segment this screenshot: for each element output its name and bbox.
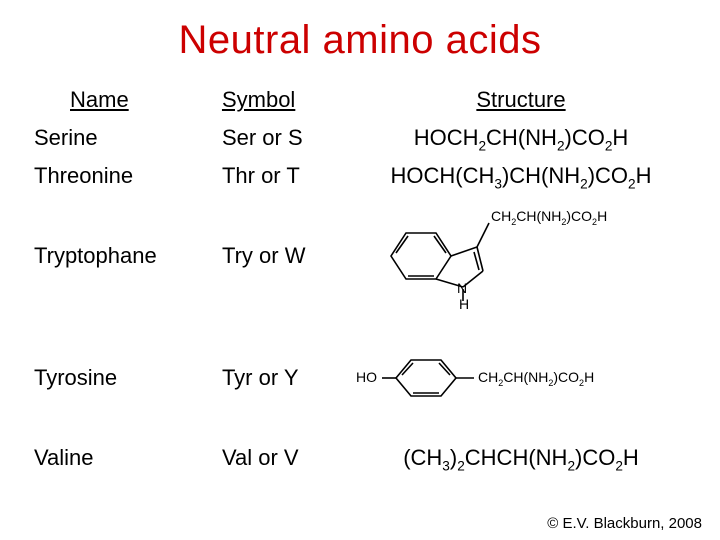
formula-text: HOCH [414,125,479,150]
cell-structure: N H CH2CH(NH2)CO2H [352,195,690,317]
formula-sub: 2 [628,176,636,191]
formula-text: CHCH(NH [465,445,568,470]
formula-text: H [612,125,628,150]
header-structure: Structure [352,81,690,119]
formula-text: )CO [588,163,628,188]
cell-symbol: Val or V [218,439,352,477]
header-symbol: Symbol [218,81,352,119]
slide: Neutral amino acids Name Symbol Structur… [0,0,720,540]
copyright-text: © E.V. Blackburn, 2008 [547,515,702,532]
structure-formula: CH2CH(NH2)CO2H [478,369,594,388]
formula-text: CH(NH [486,125,557,150]
cell-structure: HO CH2CH(NH2)CO2H [352,317,690,439]
formula-sub: 2 [557,138,565,153]
cell-symbol: Try or W [218,195,352,317]
formula-text: )CH(NH [502,163,580,188]
formula-text: H [636,163,652,188]
cell-symbol: Ser or S [218,119,352,157]
formula-sub: 3 [442,458,450,473]
table-row: Tyrosine Tyr or Y HO CH2CH(NH2)CO2H [30,317,690,439]
cell-structure: HOCH2CH(NH2)CO2H [352,119,690,157]
atom-label: N [457,280,467,296]
formula-sub: 2 [567,458,575,473]
atom-label: H [459,296,469,311]
cell-name: Threonine [30,157,218,195]
tyrosine-structure-icon: HO CH2CH(NH2)CO2H [356,348,686,408]
atom-label: HO [356,369,377,385]
structure-formula: CH2CH(NH2)CO2H [491,208,607,227]
formula-sub: 2 [580,176,588,191]
formula-text: HOCH(CH [390,163,494,188]
page-title: Neutral amino acids [30,18,690,63]
cell-symbol: Thr or T [218,157,352,195]
formula-sub: 2 [478,138,486,153]
table-header-row: Name Symbol Structure [30,81,690,119]
table-row: Threonine Thr or T HOCH(CH3)CH(NH2)CO2H [30,157,690,195]
formula-text: )CO [575,445,615,470]
cell-structure: HOCH(CH3)CH(NH2)CO2H [352,157,690,195]
cell-name: Tyrosine [30,317,218,439]
header-name: Name [30,81,218,119]
cell-symbol: Tyr or Y [218,317,352,439]
table-row: Serine Ser or S HOCH2CH(NH2)CO2H [30,119,690,157]
amino-acid-table: Name Symbol Structure Serine Ser or S HO… [30,81,690,477]
formula-sub: 2 [615,458,623,473]
formula-sub: 2 [457,458,465,473]
cell-name: Valine [30,439,218,477]
tryptophan-structure-icon: N H CH2CH(NH2)CO2H [371,201,671,311]
cell-structure: (CH3)2CHCH(NH2)CO2H [352,439,690,477]
formula-sub: 3 [494,176,502,191]
table-row: Valine Val or V (CH3)2CHCH(NH2)CO2H [30,439,690,477]
formula-text: H [623,445,639,470]
formula-text: )CO [565,125,605,150]
formula-text: (CH [403,445,442,470]
cell-name: Serine [30,119,218,157]
table-row: Tryptophane Try or W [30,195,690,317]
cell-name: Tryptophane [30,195,218,317]
